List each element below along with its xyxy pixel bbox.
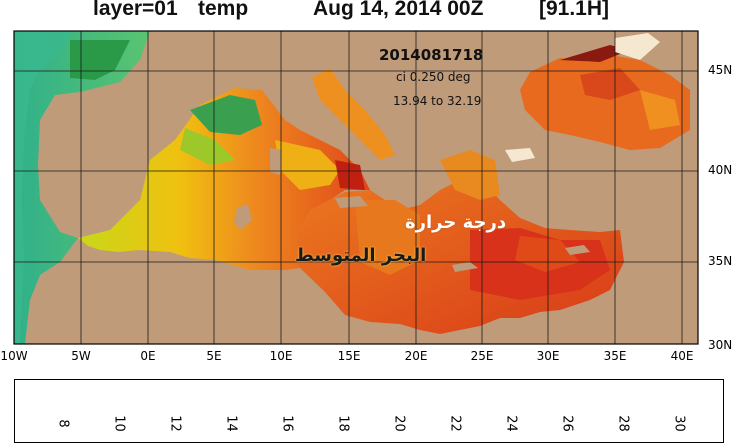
- lon-label-0e: 0E: [140, 349, 156, 363]
- adriatic-sea: [312, 68, 395, 160]
- lat-label-35n: 35N: [708, 254, 733, 268]
- lon-label-20e: 20E: [404, 349, 428, 363]
- lon-label-40e: 40E: [670, 349, 694, 363]
- sea-of-marmara: [505, 148, 535, 162]
- island-sicily: [335, 196, 368, 208]
- lon-label-5e: 5E: [206, 349, 222, 363]
- title-variable: temp: [198, 0, 249, 20]
- lon-label-10e: 10E: [269, 349, 293, 363]
- contour-interval-label: ci 0.250 deg: [396, 70, 471, 84]
- lat-label-40n: 40N: [708, 163, 733, 177]
- sea-of-azov: [615, 33, 660, 60]
- colorbar-tick-24: 24: [503, 415, 519, 432]
- colorbar-tick-18: 18: [335, 415, 351, 432]
- colorbar-tick-20: 20: [391, 415, 407, 432]
- colorbar-tick-22: 22: [447, 415, 463, 432]
- run-id-label: 2014081718: [379, 46, 484, 64]
- graticule: [14, 31, 698, 344]
- title-date: Aug 14, 2014 00Z: [313, 0, 484, 20]
- western-mediterranean: [78, 88, 370, 270]
- island-corsica: [270, 148, 282, 175]
- arabic-title-line1: درجة حرارة: [405, 212, 507, 233]
- lon-label-15e: 15E: [337, 349, 361, 363]
- title-forecast: [91.1H]: [539, 0, 610, 20]
- island-cyprus: [565, 245, 590, 255]
- lon-label-5w: 5W: [71, 349, 91, 363]
- arabic-title-line2: البحر المتوسط: [295, 245, 427, 266]
- lon-label-25e: 25E: [470, 349, 494, 363]
- lon-label-35e: 35E: [603, 349, 627, 363]
- island-sardinia: [234, 204, 252, 230]
- colorbar-tick-16: 16: [279, 415, 295, 432]
- colorbar-tick-12: 12: [167, 415, 183, 432]
- aegean-sea: [440, 150, 500, 200]
- map-frame: [13, 30, 699, 345]
- colorbar-tick-26: 26: [559, 415, 575, 432]
- island-crete: [452, 262, 478, 272]
- map-title: layer=01 temp Aug 14, 2014 00Z [91.1H]: [0, 0, 734, 28]
- colorbar-legend: [14, 379, 724, 443]
- lat-label-30n: 30N: [708, 338, 733, 352]
- black-sea: [520, 55, 690, 150]
- colorbar-tick-28: 28: [615, 415, 631, 432]
- colorbar-tick-10: 10: [111, 415, 127, 432]
- value-range-label: 13.94 to 32.19: [393, 94, 482, 108]
- colorbar-tick-8: 8: [55, 419, 71, 428]
- title-layer: layer=01: [93, 0, 178, 20]
- lon-label-30e: 30E: [536, 349, 560, 363]
- lon-label-10w: 10W: [0, 349, 28, 363]
- colorbar-tick-30: 30: [671, 415, 687, 432]
- colorbar-tick-14: 14: [223, 415, 239, 432]
- lat-label-45n: 45N: [708, 63, 733, 77]
- atlantic-ocean: [14, 31, 150, 344]
